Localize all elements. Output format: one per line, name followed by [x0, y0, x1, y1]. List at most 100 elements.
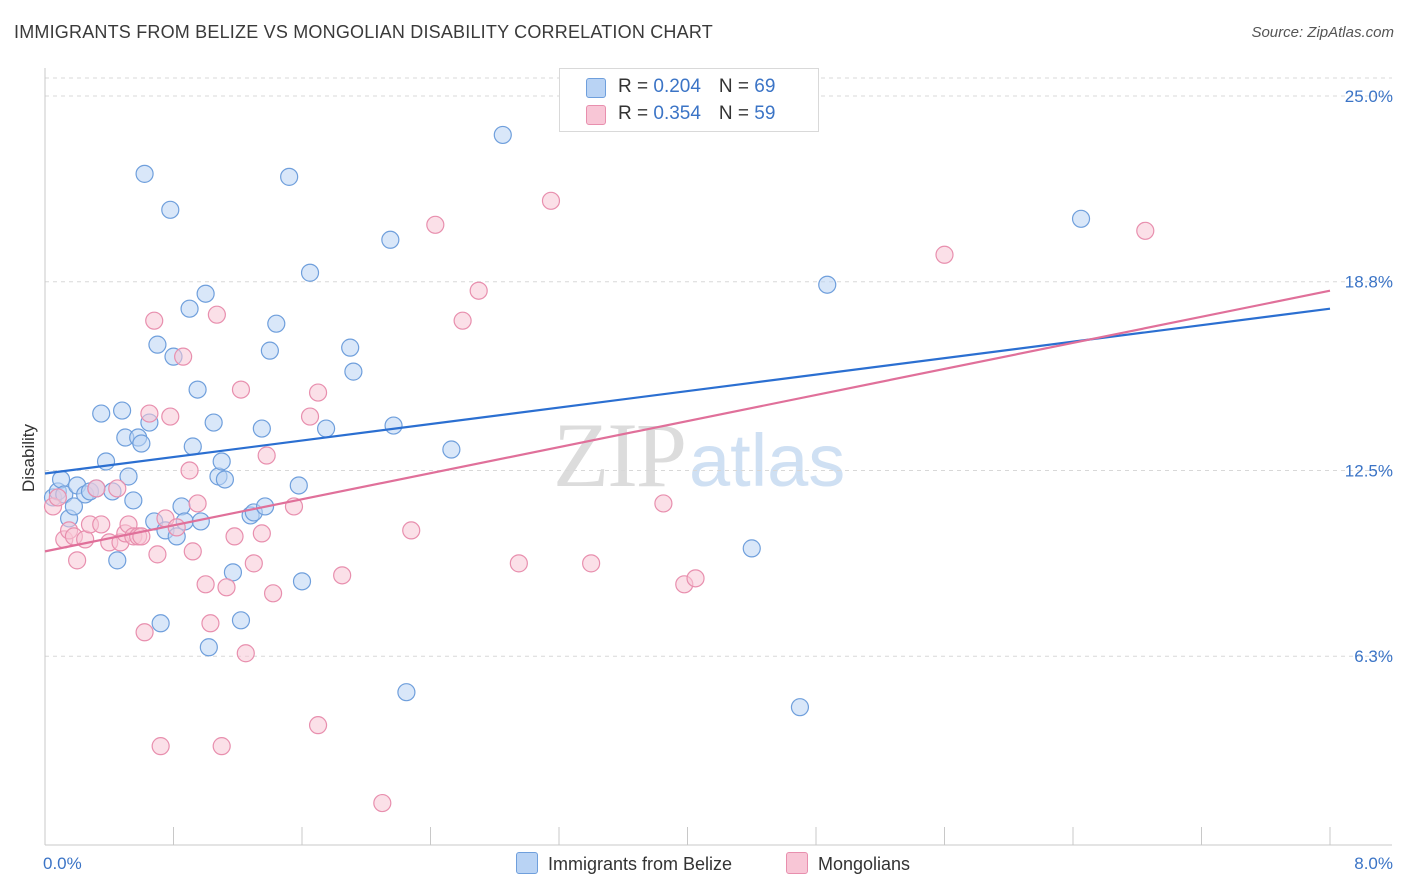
mongolian-point	[108, 479, 127, 498]
mongolian-point	[244, 554, 263, 573]
y-axis-label: Disability	[19, 423, 38, 492]
series-belize-points	[43, 125, 1091, 717]
mongolian-point	[92, 515, 111, 534]
mongolian-point	[68, 551, 87, 570]
belize-point	[64, 497, 84, 516]
y-tick-label: 6.3%	[1354, 647, 1393, 666]
x-tick-label: 0.0%	[43, 854, 82, 873]
belize-point	[289, 476, 308, 495]
mongolian-point	[167, 518, 186, 537]
mongolian-point	[1136, 221, 1155, 240]
mongolian-point	[231, 380, 251, 399]
watermark: ZIPatlas	[553, 402, 845, 508]
legend-r-label: R =	[618, 76, 654, 97]
belize-point	[790, 698, 810, 717]
mongolian-point	[300, 407, 320, 426]
axis-labels: 6.3% 12.5% 18.8% 25.0% 0.0% 8.0% Disability	[19, 87, 1393, 873]
mongolian-point	[161, 407, 180, 426]
mongolian-point	[188, 494, 207, 513]
belize-point	[51, 470, 71, 489]
mongolian-point	[196, 575, 215, 594]
belize-point	[112, 401, 132, 420]
belize-point	[148, 335, 167, 354]
mongolian-point	[174, 347, 193, 366]
bottom-legend-mongolians: Mongolians	[786, 852, 910, 875]
mongolian-point	[453, 311, 472, 330]
mongolian-point	[201, 614, 220, 633]
x-tick-label: 8.0%	[1354, 854, 1393, 873]
legend-swatch-blue	[586, 78, 606, 98]
belize-point	[151, 614, 170, 633]
belize-point	[397, 683, 416, 702]
belize-point	[135, 164, 154, 183]
correlation-legend: R = 0.204 N = 69 R = 0.354 N = 59	[559, 68, 819, 132]
mongolian-point	[308, 716, 328, 735]
mongolian-point	[48, 488, 67, 507]
legend-n-label: N =	[718, 103, 755, 124]
mongolian-point	[212, 737, 231, 756]
belize-point	[384, 416, 403, 435]
mongolian-point	[541, 191, 561, 210]
belize-point	[381, 230, 400, 249]
belize-point	[132, 434, 151, 453]
mongolian-point	[180, 461, 199, 480]
belize-point	[124, 491, 143, 510]
mongolian-point	[373, 793, 392, 813]
belize-point	[267, 314, 286, 333]
mongolian-point	[236, 644, 255, 663]
mongolian-point	[135, 623, 154, 642]
y-tick-label: 12.5%	[1345, 461, 1393, 480]
mongolian-point	[207, 305, 226, 324]
belize-point	[92, 404, 111, 423]
axes	[44, 68, 1392, 846]
bottom-legend-swatch-pink	[786, 852, 808, 874]
belize-point	[199, 638, 218, 657]
bottom-legend-label-belize: Immigrants from Belize	[548, 854, 733, 874]
chart-source: Source: ZipAtlas.com	[1251, 24, 1394, 41]
belize-point	[161, 200, 180, 219]
mongolian-point	[426, 215, 445, 234]
watermark-atlas: atlas	[689, 419, 846, 502]
belize-point	[818, 275, 837, 294]
mongolian-point	[333, 566, 352, 585]
belize-point	[183, 437, 202, 456]
mongolian-point	[469, 281, 488, 300]
belize-point	[252, 419, 271, 438]
belize-point	[280, 167, 299, 186]
mongolian-point	[257, 446, 276, 465]
belize-point	[196, 284, 215, 303]
legend-n-label: N =	[718, 76, 755, 97]
mongolian-point	[225, 527, 244, 546]
mongolian-point	[654, 494, 673, 513]
mongolian-point	[252, 524, 271, 543]
belize-point	[442, 440, 461, 459]
belize-point	[108, 551, 127, 570]
belize-point	[344, 362, 363, 381]
mongolian-point	[87, 479, 106, 498]
y-tick-label: 18.8%	[1345, 273, 1393, 292]
belize-point	[1071, 209, 1091, 228]
belize-point	[300, 263, 320, 282]
mongolian-point	[140, 404, 159, 423]
mongolian-point	[217, 578, 236, 597]
mongolian-point	[183, 542, 202, 561]
bottom-legend-label-mongolians: Mongolians	[818, 854, 911, 874]
mongolian-point	[582, 554, 601, 573]
belize-point	[260, 341, 279, 360]
mongolian-point	[935, 245, 954, 264]
belize-point	[212, 452, 231, 471]
belize-trend-line	[44, 307, 1331, 475]
belize-point	[180, 299, 199, 318]
legend-n-value: 69	[754, 76, 776, 97]
belize-point	[172, 497, 191, 516]
y-tick-label: 25.0%	[1345, 87, 1393, 106]
legend-swatch-pink	[586, 105, 606, 125]
chart-title: IMMIGRANTS FROM BELIZE VS MONGOLIAN DISA…	[14, 22, 713, 42]
mongolian-point	[263, 584, 283, 603]
mongolian-point	[148, 545, 167, 564]
belize-point	[316, 419, 336, 438]
legend-text-belize: R = 0.204 N = 69	[618, 76, 775, 98]
belize-point	[223, 563, 243, 582]
legend-r-label: R =	[618, 103, 654, 124]
